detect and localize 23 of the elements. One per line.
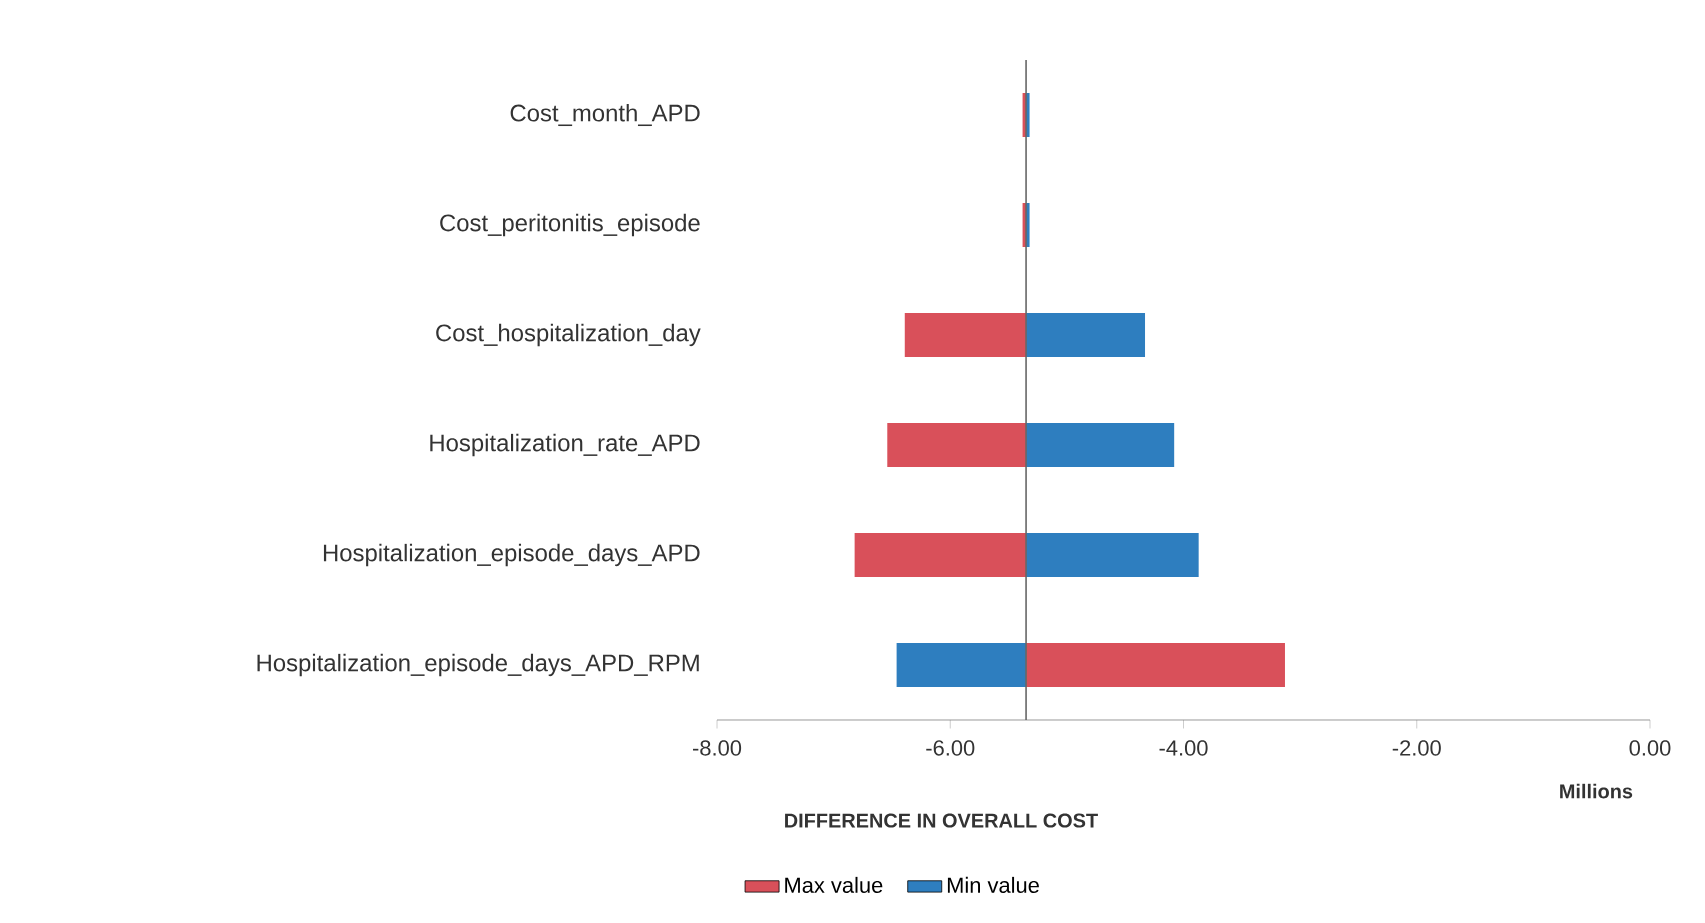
bar: [1026, 422, 1175, 467]
bar: [854, 532, 1027, 577]
y-tick-label: Cost_peritonitis_episode: [440, 213, 700, 237]
bar: [1026, 532, 1199, 577]
bar: [1026, 312, 1146, 357]
bar: [904, 312, 1027, 357]
bar: [896, 642, 1027, 687]
text: Millions: [1560, 783, 1633, 799]
x-tick-label: -4.00: [1159, 740, 1208, 756]
legend-label: Max value: [785, 876, 883, 893]
y-tick-label: Hospitalization_episode_days_APD: [323, 543, 700, 567]
bar: [887, 422, 1027, 467]
y-tick-label: Cost_hospitalization_day: [436, 323, 701, 347]
x-tick-label: -2.00: [1392, 740, 1441, 756]
x-tick-label: -6.00: [926, 740, 975, 756]
x-axis-title: DIFFERENCE IN OVERALL COST: [785, 813, 1098, 828]
y-tick-label: Cost_month_APD: [510, 103, 700, 127]
legend-label: Min value: [947, 876, 1039, 893]
x-tick-label: 0.00: [1629, 740, 1671, 756]
y-tick-label: Hospitalization_episode_days_APD_RPM: [257, 653, 699, 677]
y-tick-label: Hospitalization_rate_APD: [430, 433, 700, 457]
bar: [1026, 642, 1285, 687]
x-tick-label: -8.00: [693, 740, 742, 756]
